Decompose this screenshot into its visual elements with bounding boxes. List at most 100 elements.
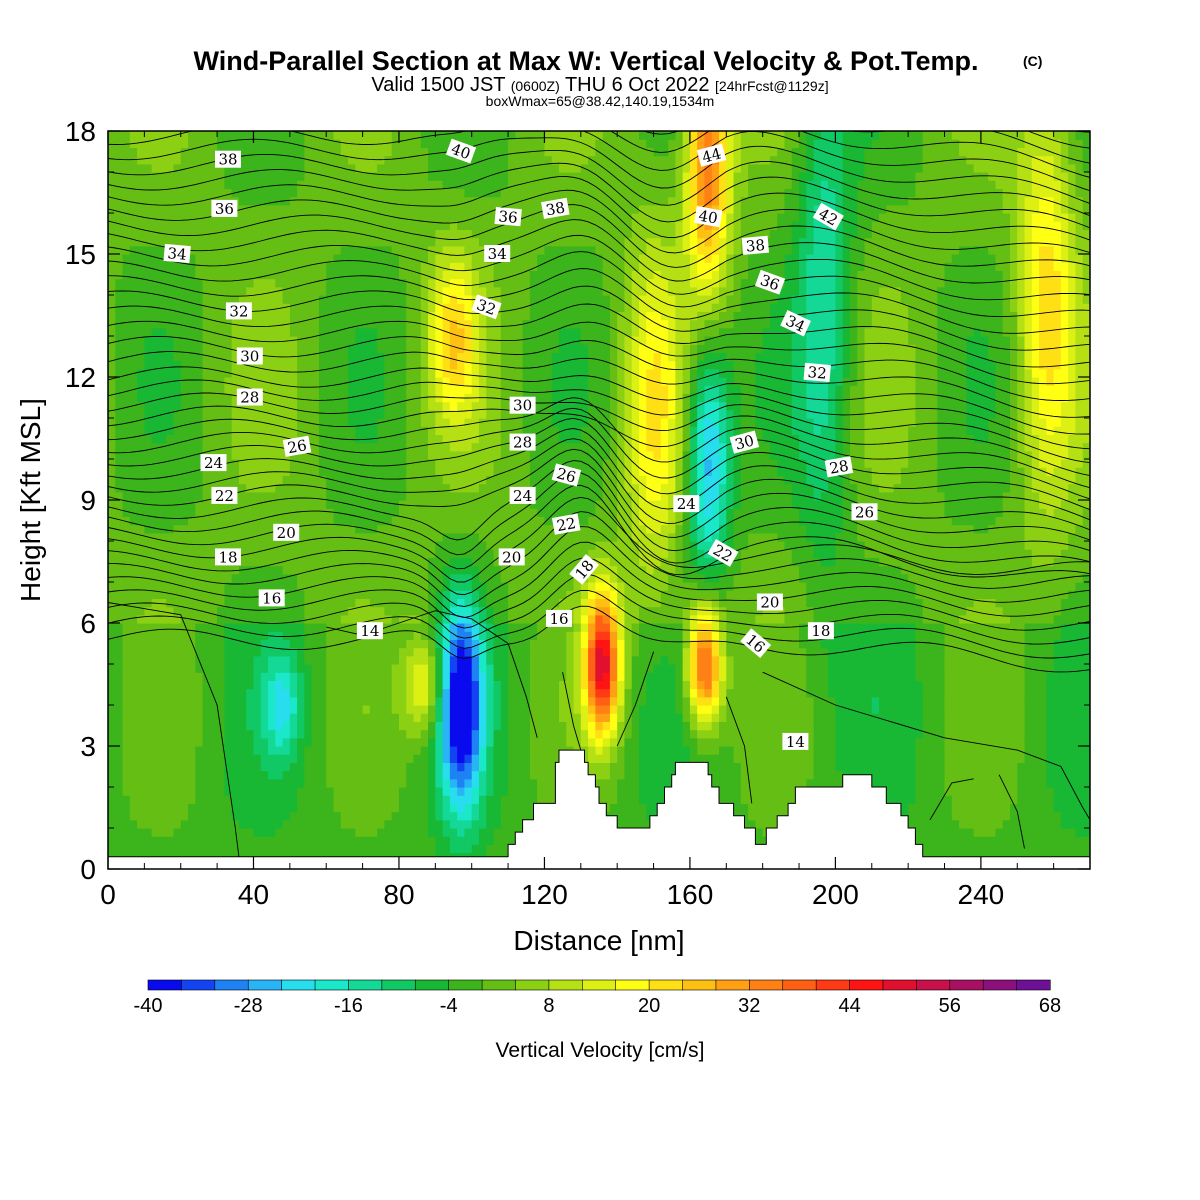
velocity-cell <box>275 311 284 321</box>
velocity-cell <box>464 180 473 189</box>
velocity-cell <box>493 286 502 296</box>
velocity-cell <box>224 295 233 304</box>
velocity-cell <box>108 795 116 804</box>
velocity-cell <box>435 196 444 206</box>
velocity-cell <box>297 696 305 706</box>
velocity-cell <box>348 500 356 509</box>
velocity-cell <box>413 393 422 403</box>
velocity-cell <box>442 459 451 468</box>
velocity-cell <box>493 163 502 173</box>
velocity-cell <box>282 795 291 804</box>
velocity-cell <box>202 787 211 796</box>
velocity-cell <box>420 729 429 739</box>
velocity-cell <box>369 188 378 198</box>
velocity-cell <box>493 500 502 509</box>
velocity-cell <box>151 311 160 321</box>
velocity-cell <box>340 762 349 772</box>
velocity-cell <box>449 557 458 567</box>
velocity-cell <box>478 623 487 632</box>
velocity-cell <box>129 524 138 534</box>
velocity-cell <box>326 631 335 640</box>
velocity-cell <box>297 688 305 698</box>
velocity-cell <box>500 811 509 821</box>
velocity-cell <box>151 442 160 452</box>
velocity-cell <box>326 286 335 296</box>
velocity-cell <box>377 836 386 845</box>
velocity-cell <box>471 565 480 575</box>
velocity-cell <box>246 655 255 665</box>
velocity-cell <box>195 237 204 247</box>
velocity-cell <box>144 278 153 288</box>
velocity-cell <box>115 688 124 698</box>
velocity-cell <box>362 737 371 747</box>
velocity-cell <box>122 631 131 640</box>
velocity-cell <box>391 229 400 239</box>
velocity-cell <box>253 426 262 435</box>
velocity-cell <box>202 524 211 534</box>
velocity-cell <box>428 303 436 312</box>
velocity-cell <box>129 598 138 608</box>
velocity-cell <box>224 713 233 722</box>
velocity-cell <box>435 221 444 230</box>
velocity-cell <box>238 147 247 157</box>
velocity-cell <box>122 204 131 214</box>
velocity-cell <box>398 787 407 796</box>
velocity-cell <box>297 368 305 378</box>
velocity-cell <box>144 655 153 665</box>
velocity-cell <box>166 180 175 189</box>
velocity-cell <box>435 614 444 624</box>
velocity-cell <box>362 770 371 780</box>
velocity-cell <box>209 754 218 763</box>
velocity-cell <box>188 819 196 829</box>
velocity-cell <box>202 623 211 632</box>
velocity-cell <box>173 532 182 542</box>
velocity-cell <box>238 828 247 837</box>
velocity-cell <box>158 336 167 345</box>
velocity-cell <box>398 368 407 378</box>
velocity-cell <box>493 696 502 706</box>
velocity-cell <box>188 828 196 837</box>
velocity-cell <box>195 557 204 567</box>
velocity-cell <box>173 770 182 780</box>
velocity-cell <box>108 672 116 681</box>
velocity-cell <box>246 245 255 255</box>
velocity-cell <box>158 787 167 796</box>
velocity-cell <box>384 172 393 181</box>
velocity-cell <box>275 204 284 214</box>
velocity-cell <box>231 754 240 763</box>
velocity-cell <box>108 696 116 706</box>
velocity-cell <box>377 196 386 206</box>
velocity-cell <box>275 614 284 624</box>
velocity-cell <box>268 196 276 206</box>
velocity-cell <box>231 737 240 747</box>
velocity-cell <box>202 426 211 435</box>
velocity-cell <box>442 500 451 509</box>
velocity-cell <box>173 311 182 321</box>
velocity-cell <box>391 508 400 517</box>
velocity-cell <box>108 524 116 534</box>
velocity-cell <box>333 426 342 435</box>
velocity-cell <box>457 311 466 321</box>
velocity-cell <box>144 172 153 181</box>
velocity-cell <box>260 655 269 665</box>
velocity-cell <box>297 557 305 567</box>
velocity-cell <box>318 696 327 706</box>
velocity-cell <box>340 204 349 214</box>
velocity-cell <box>457 688 466 698</box>
velocity-cell <box>115 811 124 821</box>
velocity-cell <box>457 598 466 608</box>
velocity-cell <box>231 450 240 460</box>
velocity-cell <box>413 278 422 288</box>
velocity-cell <box>188 631 196 640</box>
velocity-cell <box>318 147 327 157</box>
velocity-cell <box>398 500 407 509</box>
velocity-cell <box>493 491 502 501</box>
velocity-cell <box>166 368 175 378</box>
velocity-cell <box>115 754 124 763</box>
velocity-cell <box>144 139 153 148</box>
velocity-cell <box>420 762 429 772</box>
velocity-cell <box>202 729 211 739</box>
velocity-cell <box>137 516 145 526</box>
velocity-cell <box>348 336 356 345</box>
velocity-cell <box>297 188 305 198</box>
